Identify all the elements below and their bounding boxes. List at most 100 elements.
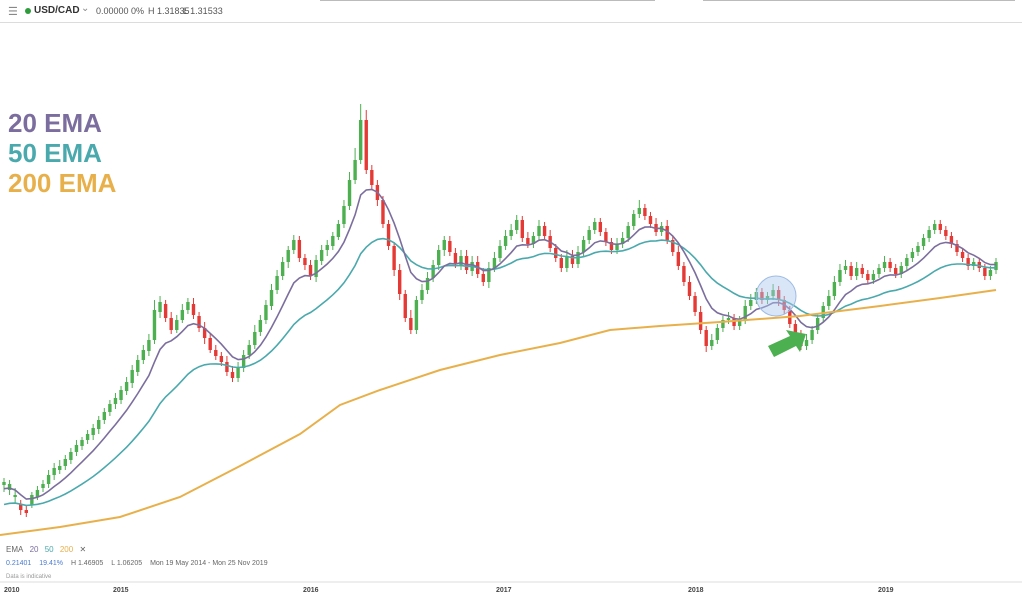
candle-body [994,262,998,270]
candle-body [180,310,185,320]
candle-body [314,260,318,277]
candle-body [932,224,937,230]
candle-body [113,398,118,404]
candle-body [13,495,17,497]
legend-200-ema: 200 EMA [8,168,117,198]
candle-body [682,266,686,282]
candle-body [214,350,218,356]
candle-body [459,256,463,265]
x-tick-label: 2010 [4,587,20,594]
chevron-down-icon[interactable]: ⌄ [81,3,90,14]
candle-body [347,180,352,206]
candle-body [35,490,40,497]
stat-low: L 1.06205 [111,560,143,567]
candle-body [715,328,720,340]
candle-body [169,318,173,330]
candle-body [587,230,591,240]
candle-body [570,256,575,264]
candle-body [331,236,335,246]
candle-body [938,224,942,230]
hamburger-icon[interactable]: ☰ [8,6,18,18]
candle-body [955,244,959,252]
candle-body [854,268,859,276]
candle-body [325,245,329,250]
candle-body [230,372,235,378]
candle-body [760,292,764,300]
x-tick-label: 2016 [303,587,319,594]
candle-body [392,246,396,270]
candle-body [158,302,162,312]
candle-body [693,296,697,312]
candle-body [308,265,313,276]
ema-20-line [3,188,997,500]
candle-body [559,258,564,268]
candle-body [710,340,714,346]
candle-body [526,238,530,244]
candle-body [448,241,452,252]
candle-body [7,484,12,490]
candle-body [804,340,809,346]
candle-body [136,360,140,372]
candle-body [944,230,948,236]
candle-body [431,265,435,278]
candle-body [637,208,642,214]
candle-body [726,318,731,320]
candle-body [899,266,903,274]
candle-body [91,428,95,435]
high-value: H 1.31835 [148,6,190,16]
candle-body [721,320,725,328]
indicator-name[interactable]: EMA [6,545,24,554]
candle-body [531,236,536,244]
candle-body [860,268,864,274]
candle-body [219,356,224,362]
candle-body [353,160,357,180]
candle-body [108,404,112,412]
candle-body [303,258,307,265]
candle-body [253,332,257,345]
candle-body [843,266,848,270]
candle-body [124,382,129,391]
candle-body [581,240,586,252]
candle-body [888,262,892,268]
ema-legend: 20 EMA 50 EMA 200 EMA [8,108,116,198]
candle-body [916,246,920,252]
candle-body [2,482,6,485]
candle-body [492,258,497,268]
crossover-highlight-circle [755,275,797,317]
candle-body [80,440,84,446]
candle-body [966,258,970,266]
candle-body [866,274,870,280]
candle-body [927,230,931,238]
candle-body [97,420,101,429]
candle-body [503,236,508,246]
candle-body [191,304,196,315]
symbol-label[interactable]: USD/CAD [34,5,80,16]
low-value: L 1.31533 [183,6,223,16]
candle-body [247,345,251,355]
candle-body [849,266,853,276]
ema-200-line [0,289,997,536]
candle-body [810,330,814,340]
candle-body [749,300,753,306]
candle-body [632,214,636,226]
indicator-period-20: 20 [29,545,39,554]
candle-body [241,355,246,368]
candle-body [565,256,569,268]
candle-body [364,120,368,170]
candle-body [732,318,736,326]
close-icon[interactable]: ✕ [79,545,87,554]
stat-high: H 1.46905 [70,560,104,567]
candle-body [102,412,107,420]
candle-body [949,236,954,244]
candle-body [186,302,190,310]
indicator-period-200: 200 [59,545,74,554]
candle-body [687,282,692,296]
candle-body [542,226,547,236]
candle-body [225,362,229,372]
candle-body [877,268,881,274]
candle-body [319,250,324,261]
candle-body [442,240,446,250]
candle-body [403,294,407,318]
candle-body [882,262,887,268]
